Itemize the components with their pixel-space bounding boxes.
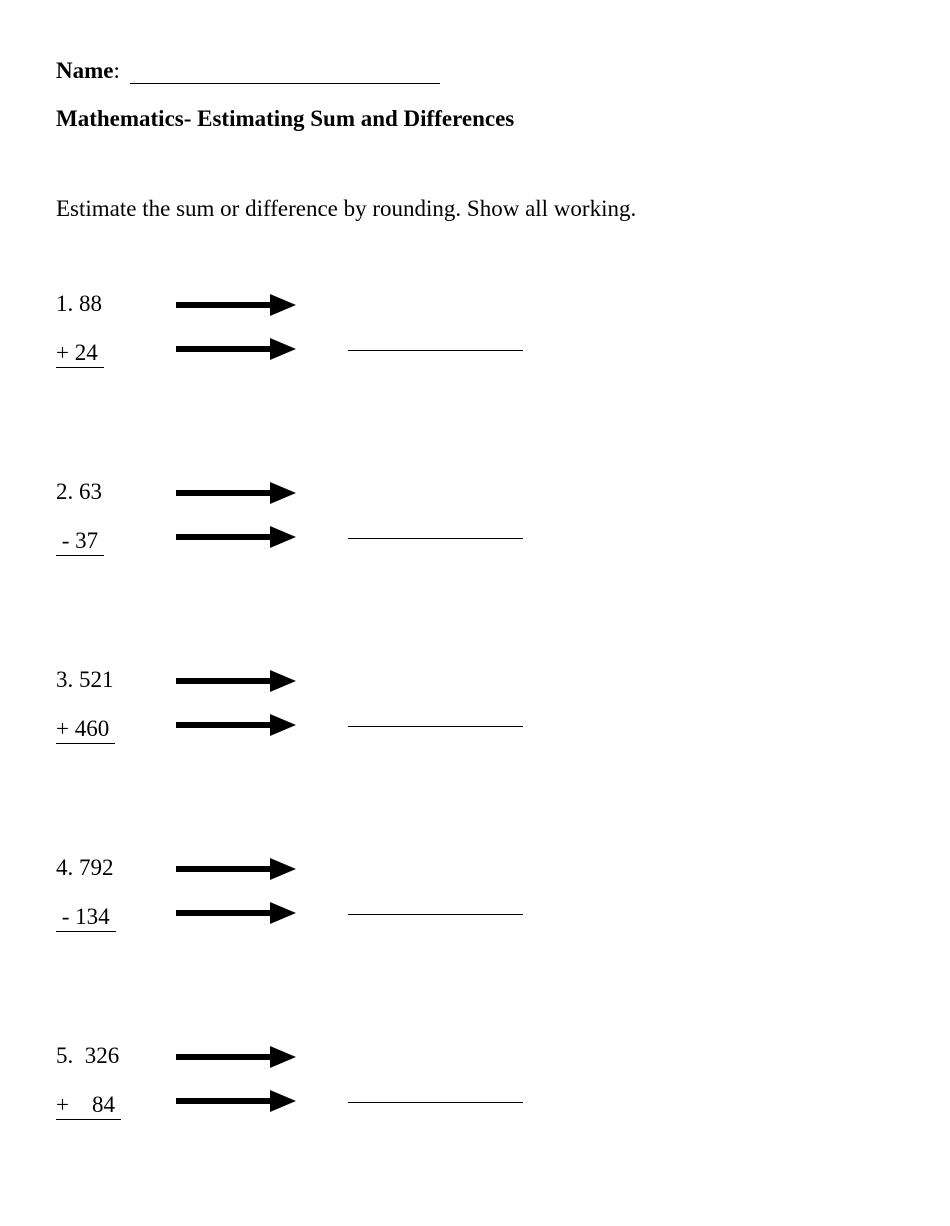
problem-values: 2. 63 - 37 bbox=[56, 480, 166, 556]
arrow-column bbox=[166, 292, 336, 380]
arrow-icon bbox=[176, 1088, 336, 1114]
problem-bottom-value: + 24 bbox=[56, 341, 104, 368]
arrow-icon bbox=[176, 900, 336, 926]
answer-blank[interactable] bbox=[348, 538, 523, 539]
name-row: Name: bbox=[56, 58, 894, 84]
problem-bottom-value: + 84 bbox=[56, 1093, 121, 1120]
problem-top-value: 4. 792 bbox=[56, 856, 166, 879]
arrow-icon bbox=[176, 856, 336, 882]
problem-row: 4. 792 - 134 bbox=[56, 856, 894, 944]
problem-values: 5. 326 + 84 bbox=[56, 1044, 166, 1120]
arrow-column bbox=[166, 480, 336, 568]
answer-column bbox=[336, 480, 523, 544]
problem-values: 3. 521 + 460 bbox=[56, 668, 166, 744]
arrow-icon bbox=[176, 336, 336, 362]
answer-column bbox=[336, 292, 523, 356]
arrow-icon bbox=[176, 292, 336, 318]
problem-values: 4. 792 - 134 bbox=[56, 856, 166, 932]
arrow-icon bbox=[176, 480, 336, 506]
arrow-column bbox=[166, 668, 336, 756]
arrow-icon bbox=[176, 712, 336, 738]
problem-top-value: 3. 521 bbox=[56, 668, 166, 691]
answer-blank[interactable] bbox=[348, 1102, 523, 1103]
answer-blank[interactable] bbox=[348, 726, 523, 727]
name-blank[interactable] bbox=[130, 83, 440, 84]
problem-row: 5. 326 + 84 bbox=[56, 1044, 894, 1132]
problem-values: 1. 88 + 24 bbox=[56, 292, 166, 368]
problem-bottom-value: + 460 bbox=[56, 717, 115, 744]
arrow-icon bbox=[176, 524, 336, 550]
arrow-icon bbox=[176, 668, 336, 694]
worksheet-title: Mathematics- Estimating Sum and Differen… bbox=[56, 106, 894, 132]
name-colon: : bbox=[113, 58, 119, 83]
problem-top-value: 5. 326 bbox=[56, 1044, 166, 1067]
answer-column bbox=[336, 1044, 523, 1108]
arrow-column bbox=[166, 1044, 336, 1132]
problems-list: 1. 88 + 24 2. 63 - 37 bbox=[56, 292, 894, 1132]
problem-row: 2. 63 - 37 bbox=[56, 480, 894, 568]
problem-row: 1. 88 + 24 bbox=[56, 292, 894, 380]
answer-column bbox=[336, 856, 523, 920]
arrow-column bbox=[166, 856, 336, 944]
problem-top-value: 1. 88 bbox=[56, 292, 166, 315]
answer-blank[interactable] bbox=[348, 914, 523, 915]
answer-blank[interactable] bbox=[348, 350, 523, 351]
instructions-text: Estimate the sum or difference by roundi… bbox=[56, 196, 894, 222]
problem-bottom-value: - 37 bbox=[56, 529, 104, 556]
worksheet-page: Name: Mathematics- Estimating Sum and Di… bbox=[0, 0, 950, 1132]
problem-row: 3. 521 + 460 bbox=[56, 668, 894, 756]
problem-top-value: 2. 63 bbox=[56, 480, 166, 503]
name-label: Name bbox=[56, 58, 113, 83]
problem-bottom-value: - 134 bbox=[56, 905, 116, 932]
arrow-icon bbox=[176, 1044, 336, 1070]
answer-column bbox=[336, 668, 523, 732]
